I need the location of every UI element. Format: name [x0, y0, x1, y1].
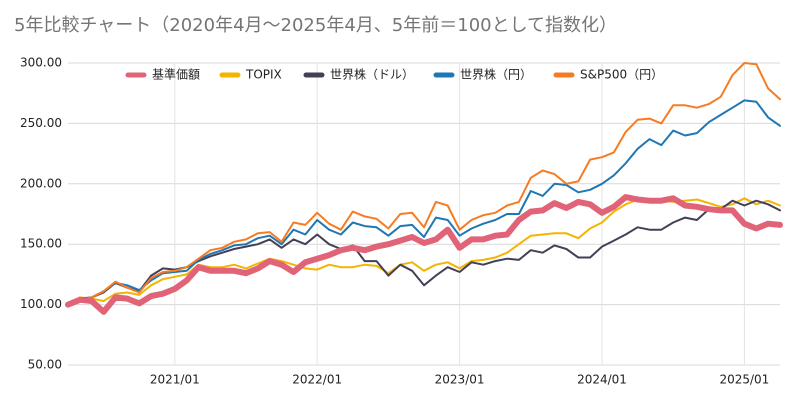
- x-tick-label: 2021/01: [150, 373, 200, 387]
- legend-item: TOPIX: [219, 68, 282, 82]
- legend-label: 世界株（円）: [460, 67, 532, 82]
- x-tick-label: 2022/01: [292, 373, 342, 387]
- x-tick-label: 2025/01: [719, 373, 769, 387]
- legend-label: S&P500（円）: [580, 68, 663, 82]
- y-tick-label: 100.00: [20, 297, 62, 311]
- series-line: [67, 62, 781, 306]
- x-tick-label: 2024/01: [577, 373, 627, 387]
- y-tick-label: 150.00: [20, 237, 62, 251]
- legend-item: 世界株（ドル）: [303, 67, 414, 82]
- y-tick-label: 50.00: [28, 358, 62, 372]
- legend-label: 世界株（ドル）: [330, 67, 414, 82]
- legend-label: 基準価額: [152, 67, 200, 82]
- series-line: [67, 99, 781, 306]
- chart-title: 5年比較チャート（2020年4月～2025年4月、5年前＝100として指数化）: [14, 15, 617, 36]
- y-tick-label: 200.00: [20, 176, 62, 190]
- legend-item: 基準価額: [125, 67, 200, 82]
- y-tick-label: 250.00: [20, 116, 62, 130]
- legend-item: 世界株（円）: [433, 67, 532, 82]
- x-tick-label: 2023/01: [435, 373, 485, 387]
- series-line: [65, 194, 783, 315]
- legend-item: S&P500（円）: [553, 68, 663, 82]
- legend-label: TOPIX: [245, 68, 282, 82]
- y-tick-label: 300.00: [20, 56, 62, 70]
